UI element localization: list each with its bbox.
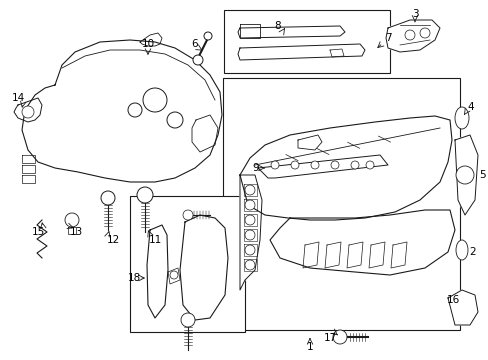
Circle shape (170, 271, 178, 279)
Circle shape (455, 166, 473, 184)
Text: 7: 7 (384, 33, 390, 43)
Circle shape (183, 210, 193, 220)
Text: 8: 8 (274, 21, 281, 31)
Circle shape (244, 260, 254, 270)
FancyBboxPatch shape (130, 196, 244, 332)
Text: 17: 17 (323, 333, 336, 343)
Circle shape (22, 106, 34, 118)
Text: 5: 5 (478, 170, 484, 180)
Circle shape (142, 88, 167, 112)
Polygon shape (325, 242, 340, 268)
Polygon shape (22, 175, 35, 183)
Ellipse shape (454, 107, 468, 129)
Polygon shape (147, 225, 168, 318)
Polygon shape (140, 33, 162, 46)
Ellipse shape (455, 240, 467, 260)
Circle shape (290, 161, 298, 169)
Polygon shape (22, 155, 35, 163)
Polygon shape (240, 24, 260, 38)
Circle shape (330, 161, 338, 169)
Polygon shape (368, 242, 384, 268)
Text: 2: 2 (469, 247, 475, 257)
Text: 18: 18 (127, 273, 141, 283)
Polygon shape (22, 165, 35, 173)
Polygon shape (269, 210, 454, 275)
Polygon shape (346, 242, 362, 268)
Text: 9: 9 (252, 163, 259, 173)
Polygon shape (240, 116, 451, 220)
Circle shape (101, 191, 115, 205)
Circle shape (167, 112, 183, 128)
Polygon shape (238, 44, 364, 60)
Polygon shape (68, 227, 76, 234)
Text: 13: 13 (69, 227, 82, 237)
Polygon shape (390, 242, 406, 268)
Circle shape (270, 161, 279, 169)
Polygon shape (168, 268, 180, 284)
Polygon shape (240, 175, 262, 290)
Text: 6: 6 (191, 39, 198, 49)
Circle shape (65, 213, 79, 227)
Polygon shape (180, 215, 227, 320)
Circle shape (332, 330, 346, 344)
Polygon shape (385, 20, 439, 52)
Text: 3: 3 (411, 9, 417, 19)
FancyBboxPatch shape (224, 10, 389, 73)
Circle shape (128, 103, 142, 117)
Polygon shape (303, 242, 318, 268)
FancyBboxPatch shape (223, 78, 459, 330)
Circle shape (203, 32, 212, 40)
Circle shape (244, 200, 254, 210)
Circle shape (244, 185, 254, 195)
Text: 11: 11 (148, 235, 162, 245)
Polygon shape (22, 40, 222, 182)
Polygon shape (329, 49, 343, 57)
Polygon shape (447, 290, 477, 325)
Text: 10: 10 (141, 39, 154, 49)
Text: 14: 14 (11, 93, 24, 103)
Circle shape (350, 161, 358, 169)
Circle shape (310, 161, 318, 169)
Polygon shape (297, 135, 321, 150)
Circle shape (244, 230, 254, 240)
Circle shape (181, 313, 195, 327)
Circle shape (419, 28, 429, 38)
Circle shape (365, 161, 373, 169)
Text: 12: 12 (106, 235, 120, 245)
Circle shape (137, 187, 153, 203)
Polygon shape (238, 26, 345, 38)
Text: 1: 1 (306, 342, 313, 352)
Polygon shape (14, 98, 42, 122)
Circle shape (244, 215, 254, 225)
Circle shape (244, 245, 254, 255)
Polygon shape (258, 155, 387, 178)
Polygon shape (192, 115, 218, 152)
Circle shape (193, 55, 203, 65)
Text: 15: 15 (31, 227, 44, 237)
Text: 16: 16 (446, 295, 459, 305)
Circle shape (404, 30, 414, 40)
Polygon shape (454, 135, 477, 215)
Text: 4: 4 (467, 102, 473, 112)
